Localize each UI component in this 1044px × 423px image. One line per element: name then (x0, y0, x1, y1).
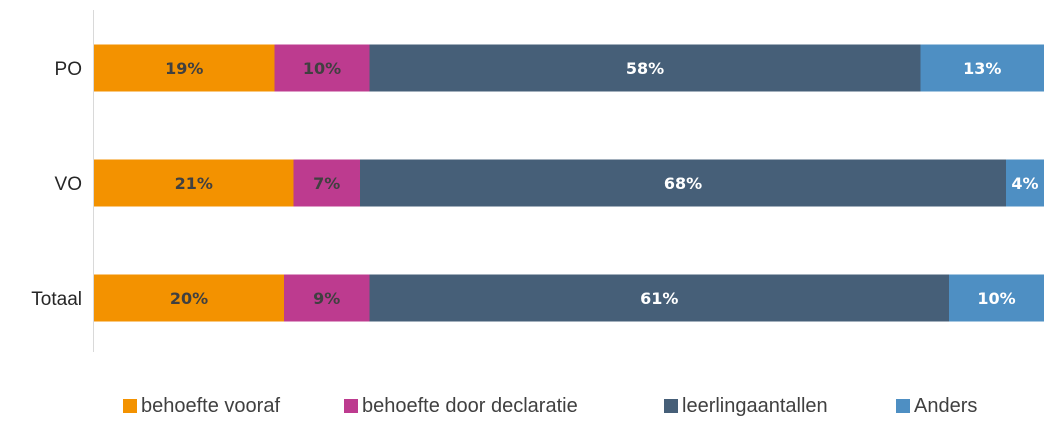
legend-swatch-2 (664, 399, 678, 413)
category-label-vo: VO (55, 174, 82, 195)
data-label-totaal-3: 10% (977, 289, 1015, 308)
legend-swatch-1 (344, 399, 358, 413)
bar-segment-totaal-3 (949, 274, 1044, 322)
bar-segment-vo-1 (293, 159, 360, 207)
data-label-vo-3: 4% (1011, 174, 1038, 193)
bar-segment-vo-3 (1006, 159, 1044, 207)
bars-group: 19% 10% 58% 13% 21% 7% 68% 4% 20% 9% 61% 10% (94, 44, 1044, 322)
data-label-vo-1: 7% (313, 174, 340, 193)
bar-segment-totaal-0 (94, 274, 284, 322)
legend-label-2: leerlingaantallen (682, 395, 828, 417)
data-label-vo-0: 21% (175, 174, 213, 193)
data-label-vo-2: 68% (664, 174, 702, 193)
bar-segment-vo-2 (360, 159, 1006, 207)
bar-segment-vo-0 (94, 159, 294, 207)
data-label-totaal-1: 9% (313, 289, 340, 308)
legend-label-3: Anders (914, 395, 977, 417)
category-label-po: PO (55, 59, 82, 80)
legend-swatch-0 (123, 399, 137, 413)
legend-label-1: behoefte door declaratie (362, 395, 578, 417)
bar-segment-totaal-1 (284, 274, 370, 322)
bar-segment-po-3 (920, 44, 1044, 92)
legend: behoefte vooraf behoefte door declaratie l… (123, 395, 977, 417)
legend-swatch-3 (896, 399, 910, 413)
legend-label-0: behoefte vooraf (141, 395, 280, 417)
data-label-totaal-2: 61% (640, 289, 678, 308)
data-label-po-3: 13% (963, 59, 1001, 78)
data-label-totaal-0: 20% (170, 289, 208, 308)
data-label-po-2: 58% (626, 59, 664, 78)
category-labels-group: PO VO Totaal (31, 59, 82, 310)
bar-segment-po-1 (274, 44, 370, 92)
category-label-totaal: Totaal (31, 289, 82, 310)
data-label-po-0: 19% (165, 59, 203, 78)
bar-segment-totaal-2 (369, 274, 949, 322)
bar-segment-po-2 (369, 44, 921, 92)
bar-segment-po-0 (94, 44, 275, 92)
data-label-po-1: 10% (303, 59, 341, 78)
